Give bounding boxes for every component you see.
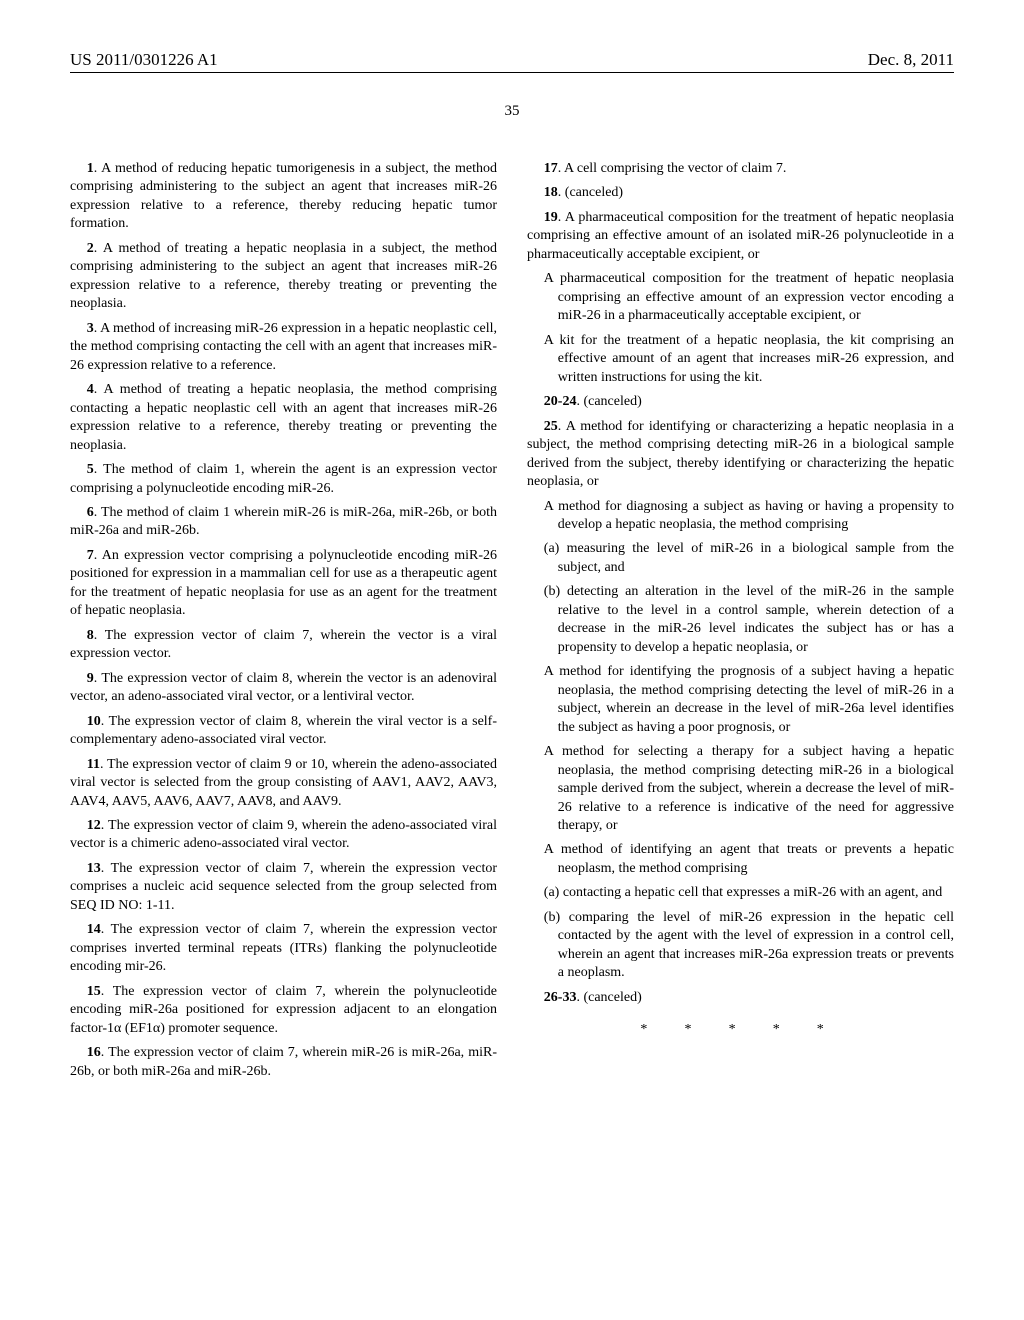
claim-text: The method of claim 1 wherein miR-26 is … <box>70 505 497 538</box>
claim-number: 7 <box>87 548 94 563</box>
claim-number: 8 <box>87 628 94 643</box>
claim-number: 18 <box>544 185 558 200</box>
claim-text: (canceled) <box>565 185 623 200</box>
claim-25-sub-a-i: (a) measuring the level of miR-26 in a b… <box>527 540 954 577</box>
claim-18: 18. (canceled) <box>527 184 954 202</box>
claim-text: (canceled) <box>583 990 641 1005</box>
claim-text: (canceled) <box>583 394 641 409</box>
end-stars: * * * * * <box>527 1021 954 1039</box>
claim-25-sub-a: A method for diagnosing a subject as hav… <box>527 498 954 535</box>
claim-number: 10 <box>87 714 101 729</box>
claim-8: 8. The expression vector of claim 7, whe… <box>70 627 497 664</box>
claim-13: 13. The expression vector of claim 7, wh… <box>70 860 497 915</box>
claim-number: 11 <box>87 757 100 772</box>
claim-number: 13 <box>87 861 101 876</box>
claim-7: 7. An expression vector comprising a pol… <box>70 547 497 621</box>
claim-number: 15 <box>87 984 101 999</box>
claim-number: 25 <box>544 419 558 434</box>
page-header: US 2011/0301226 A1 Dec. 8, 2011 <box>70 50 954 70</box>
claim-number: 12 <box>87 818 101 833</box>
claim-number: 9 <box>87 671 94 686</box>
claim-number: 3 <box>87 321 94 336</box>
claim-text: A method for identifying or characterizi… <box>527 419 954 489</box>
claim-text: An expression vector comprising a polynu… <box>70 548 497 618</box>
claim-25-sub-d: A method of identifying an agent that tr… <box>527 841 954 878</box>
publication-number: US 2011/0301226 A1 <box>70 50 218 70</box>
claim-26-33: 26-33. (canceled) <box>527 989 954 1007</box>
claim-number: 26-33 <box>544 990 577 1005</box>
claim-number: 17 <box>544 161 558 176</box>
claim-number: 5 <box>87 462 94 477</box>
claim-text: The expression vector of claim 7, wherei… <box>70 984 497 1036</box>
claim-3: 3. A method of increasing miR-26 express… <box>70 320 497 375</box>
claim-text: A method of reducing hepatic tumorigenes… <box>70 161 497 231</box>
claim-12: 12. The expression vector of claim 9, wh… <box>70 817 497 854</box>
claim-text: A method of increasing miR-26 expression… <box>70 321 497 373</box>
claim-6: 6. The method of claim 1 wherein miR-26 … <box>70 504 497 541</box>
claim-number: 14 <box>87 922 101 937</box>
claim-text: The method of claim 1, wherein the agent… <box>70 462 497 495</box>
claim-25-sub-d-ii: (b) comparing the level of miR-26 expres… <box>527 909 954 983</box>
claim-text: The expression vector of claim 9 or 10, … <box>70 757 497 809</box>
claim-text: The expression vector of claim 7, wherei… <box>70 861 497 913</box>
claim-number: 6 <box>87 505 94 520</box>
claim-9: 9. The expression vector of claim 8, whe… <box>70 670 497 707</box>
claim-number: 16 <box>87 1045 101 1060</box>
claim-number: 1 <box>87 161 94 176</box>
claim-25-sub-b: A method for identifying the prognosis o… <box>527 663 954 737</box>
claim-number: 4 <box>87 382 94 397</box>
claim-5: 5. The method of claim 1, wherein the ag… <box>70 461 497 498</box>
publication-date: Dec. 8, 2011 <box>868 50 954 70</box>
claim-number: 19 <box>544 210 558 225</box>
header-rule <box>70 72 954 73</box>
claim-25: 25. A method for identifying or characte… <box>527 418 954 492</box>
claim-16: 16. The expression vector of claim 7, wh… <box>70 1044 497 1081</box>
claim-20-24: 20-24. (canceled) <box>527 393 954 411</box>
claim-14: 14. The expression vector of claim 7, wh… <box>70 921 497 976</box>
claim-text: The expression vector of claim 8, wherei… <box>70 714 497 747</box>
claim-19-sub-a: A pharmaceutical composition for the tre… <box>527 270 954 325</box>
claims-columns: 1. A method of reducing hepatic tumorige… <box>70 160 954 1081</box>
claim-text: A method of treating a hepatic neoplasia… <box>70 382 497 452</box>
claim-number: 20-24 <box>544 394 577 409</box>
claim-2: 2. A method of treating a hepatic neopla… <box>70 240 497 314</box>
claim-25-sub-c: A method for selecting a therapy for a s… <box>527 743 954 835</box>
claim-text: The expression vector of claim 9, wherei… <box>70 818 497 851</box>
claim-19-sub-b: A kit for the treatment of a hepatic neo… <box>527 332 954 387</box>
claim-15: 15. The expression vector of claim 7, wh… <box>70 983 497 1038</box>
patent-page: US 2011/0301226 A1 Dec. 8, 2011 35 1. A … <box>0 0 1024 1320</box>
claim-text: The expression vector of claim 7, wherei… <box>70 922 497 974</box>
page-number: 35 <box>70 103 954 120</box>
claim-text: The expression vector of claim 8, wherei… <box>70 671 497 704</box>
claim-4: 4. A method of treating a hepatic neopla… <box>70 381 497 455</box>
claim-1: 1. A method of reducing hepatic tumorige… <box>70 160 497 234</box>
claim-10: 10. The expression vector of claim 8, wh… <box>70 713 497 750</box>
claim-17: 17. A cell comprising the vector of clai… <box>527 160 954 178</box>
claim-text: A pharmaceutical composition for the tre… <box>527 210 954 262</box>
claim-text: A cell comprising the vector of claim 7. <box>564 161 786 176</box>
claim-text: The expression vector of claim 7, wherei… <box>70 628 497 661</box>
claim-19: 19. A pharmaceutical composition for the… <box>527 209 954 264</box>
claim-text: A method of treating a hepatic neoplasia… <box>70 241 497 311</box>
claim-text: The expression vector of claim 7, wherei… <box>70 1045 497 1078</box>
claim-25-sub-a-ii: (b) detecting an alteration in the level… <box>527 583 954 657</box>
claim-25-sub-d-i: (a) contacting a hepatic cell that expre… <box>527 884 954 902</box>
claim-number: 2 <box>87 241 94 256</box>
claim-11: 11. The expression vector of claim 9 or … <box>70 756 497 811</box>
